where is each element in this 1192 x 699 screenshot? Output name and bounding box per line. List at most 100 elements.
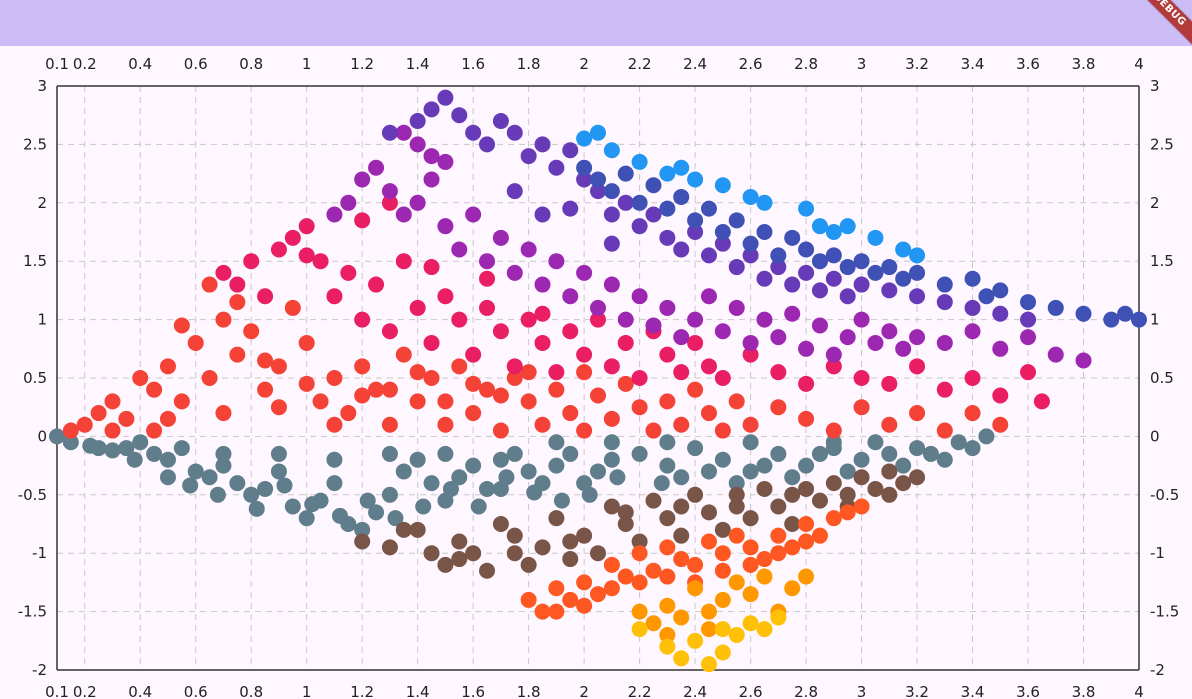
- scatter-point: [714, 235, 731, 252]
- scatter-point: [562, 323, 579, 340]
- scatter-point: [617, 311, 634, 328]
- scatter-point: [548, 434, 565, 451]
- scatter-point: [798, 375, 815, 392]
- scatter-point: [257, 288, 274, 305]
- scatter-point: [381, 323, 398, 340]
- scatter-point: [492, 229, 509, 246]
- scatter-point: [839, 288, 856, 305]
- scatter-point: [700, 621, 717, 638]
- scatter-point: [784, 539, 801, 556]
- x-tick-label-top: 0.8: [239, 55, 263, 73]
- scatter-point: [409, 113, 426, 130]
- scatter-point: [437, 445, 454, 462]
- scatter-point: [756, 270, 773, 287]
- scatter-point: [603, 556, 620, 573]
- scatter-point: [548, 253, 565, 270]
- scatter-point: [201, 370, 218, 386]
- x-tick-label-bottom: 3.8: [1072, 683, 1096, 699]
- scatter-point: [936, 294, 953, 311]
- scatter-point: [839, 504, 856, 521]
- scatter-point: [243, 323, 260, 340]
- scatter-point: [895, 270, 912, 287]
- scatter-point: [700, 288, 717, 305]
- scatter-point: [1020, 329, 1037, 346]
- scatter-point: [742, 586, 759, 603]
- scatter-point: [853, 451, 870, 468]
- scatter-point: [659, 626, 676, 643]
- scatter-point: [520, 148, 537, 165]
- scatter-point: [395, 346, 412, 363]
- scatter-point: [173, 317, 190, 334]
- scatter-point: [368, 276, 385, 293]
- scatter-point: [82, 437, 99, 454]
- scatter-point: [368, 159, 385, 176]
- scatter-point: [603, 142, 620, 159]
- scatter-point: [784, 229, 801, 246]
- scatter-point: [909, 288, 926, 305]
- scatter-point: [284, 229, 301, 246]
- scatter-point: [673, 241, 690, 258]
- scatter-point: [201, 276, 218, 293]
- x-tick-label-bottom: 3.4: [961, 683, 985, 699]
- scatter-point: [673, 329, 690, 346]
- scatter-point: [479, 562, 496, 579]
- scatter-point: [687, 224, 704, 240]
- scatter-point: [909, 358, 926, 375]
- scatter-point: [1020, 364, 1037, 381]
- scatter-point: [284, 299, 301, 316]
- scatter-point: [465, 346, 482, 363]
- scatter-point: [270, 241, 287, 258]
- y-tick-label-left: -2: [32, 661, 47, 679]
- scatter-point: [159, 451, 176, 468]
- scatter-point: [784, 469, 801, 486]
- y-tick-label-right: 3: [1150, 77, 1160, 95]
- scatter-point: [839, 218, 856, 235]
- y-tick-label-right: -0.5: [1150, 486, 1179, 504]
- scatter-point: [728, 259, 745, 276]
- scatter-point: [964, 370, 981, 386]
- scatter-point: [687, 334, 704, 351]
- scatter-point: [451, 469, 468, 486]
- scatter-point: [631, 218, 648, 235]
- scatter-point: [714, 323, 731, 340]
- scatter-point: [590, 586, 606, 603]
- scatter-point: [770, 364, 787, 381]
- scatter-point: [964, 440, 981, 457]
- scatter-point: [839, 329, 856, 346]
- x-tick-label-top: 0.1: [45, 55, 69, 73]
- scatter-point: [548, 159, 565, 176]
- scatter-point: [936, 451, 953, 468]
- scatter-point: [659, 393, 676, 410]
- scatter-point: [534, 334, 551, 351]
- scatter-point: [742, 346, 759, 363]
- scatter-point: [673, 364, 690, 381]
- scatter-point: [659, 200, 676, 217]
- scatter-point: [603, 498, 620, 515]
- scatter-point: [381, 416, 398, 433]
- scatter-point: [209, 486, 226, 503]
- scatter-point: [423, 148, 440, 165]
- scatter-point: [276, 477, 293, 494]
- scatter-point: [825, 510, 842, 527]
- scatter-point: [909, 405, 926, 422]
- scatter-point: [1131, 311, 1147, 328]
- scatter-point: [229, 475, 246, 492]
- x-tick-label-top: 3.8: [1072, 55, 1096, 73]
- scatter-point: [548, 364, 565, 381]
- scatter-point: [173, 440, 190, 457]
- scatter-point: [590, 183, 606, 200]
- scatter-point: [825, 434, 842, 451]
- scatter-point: [506, 183, 523, 200]
- x-tick-label-bottom: 1.4: [406, 683, 430, 699]
- scatter-point: [784, 486, 801, 503]
- scatter-point: [700, 463, 717, 480]
- scatter-point: [562, 288, 579, 305]
- scatter-point: [811, 492, 828, 509]
- scatter-point: [304, 496, 321, 513]
- scatter-point: [770, 527, 787, 544]
- scatter-point: [936, 276, 953, 293]
- y-tick-label-left: -1: [32, 544, 47, 562]
- scatter-point: [465, 206, 482, 223]
- scatter-point: [881, 416, 898, 433]
- scatter-point: [853, 399, 870, 416]
